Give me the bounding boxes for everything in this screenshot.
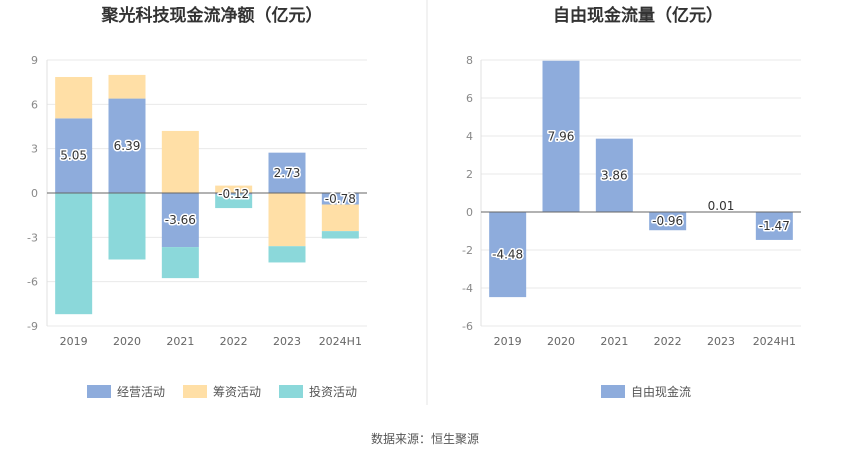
- bar-2019: [489, 212, 527, 298]
- bar-2024H1: [755, 212, 793, 240]
- y-tick-label: -6: [27, 276, 38, 289]
- x-tick-label: 2022: [220, 335, 248, 348]
- data-label: 0.01: [708, 199, 735, 213]
- y-tick-label: 2: [466, 168, 473, 181]
- legend-label: 投资活动: [309, 384, 357, 399]
- x-tick-label: 2020: [547, 335, 575, 348]
- x-tick-label: 2019: [60, 335, 88, 348]
- bar-2-2023: [268, 193, 306, 247]
- legend-label: 经营活动: [117, 385, 165, 399]
- x-tick-label: 2021: [600, 335, 628, 348]
- x-tick-label: 2022: [654, 335, 682, 348]
- y-tick-label: -2: [462, 244, 473, 257]
- bar-2-2020: [108, 74, 146, 99]
- legend-swatch: [601, 385, 625, 398]
- data-label: -4.48: [492, 248, 523, 262]
- data-label: 3.86: [601, 168, 628, 182]
- data-label: -1.47: [759, 219, 790, 233]
- bar-2021: [595, 138, 633, 212]
- y-tick-label: -3: [27, 231, 38, 244]
- source-note: 数据来源：恒生聚源: [371, 431, 479, 446]
- x-tick-label: 2020: [113, 335, 141, 348]
- bar-2-2022: [215, 185, 253, 193]
- y-tick-label: 3: [31, 143, 38, 156]
- x-tick-label: 2024H1: [319, 335, 362, 348]
- bar-3-2024H1: [321, 231, 359, 239]
- bar-1-2021: [161, 193, 199, 248]
- bar-2-2024H1: [321, 204, 359, 232]
- y-tick-label: 4: [466, 130, 473, 143]
- bar-1-2024H1: [321, 193, 359, 205]
- bar-2020: [542, 60, 580, 213]
- y-tick-label: -9: [27, 320, 38, 333]
- bar-1-2020: [108, 98, 146, 193]
- legend-label: 筹资活动: [213, 385, 261, 399]
- x-tick-label: 2019: [494, 335, 522, 348]
- bar-1-2022: [215, 193, 253, 195]
- bar-3-2020: [108, 193, 146, 260]
- data-label: 7.96: [548, 129, 575, 143]
- bar-1-2023: [268, 152, 306, 193]
- data-label: -0.78: [325, 192, 356, 206]
- data-label: 6.39: [114, 139, 141, 153]
- x-tick-label: 2024H1: [753, 335, 796, 348]
- bar-3-2022: [215, 194, 253, 209]
- bar-3-2023: [268, 246, 306, 263]
- data-label: 5.05: [60, 149, 87, 163]
- legend-label: 自由现金流: [631, 384, 691, 399]
- legend-swatch: [183, 385, 207, 398]
- legend: 自由现金流: [601, 384, 691, 399]
- y-tick-label: 6: [31, 98, 38, 111]
- bar-1-2019: [55, 118, 93, 193]
- bar-2-2019: [55, 76, 93, 119]
- legend-swatch: [279, 385, 303, 398]
- chart-panel-1: 聚光科技现金流净额（亿元） 9 6 3 0 -3 -6 -9 5.05 6.39 -3.66 -0.1…: [27, 5, 367, 399]
- y-tick-label: -4: [462, 282, 473, 295]
- data-label: -3.66: [165, 213, 196, 227]
- x-tick-label: 2023: [273, 335, 301, 348]
- y-tick-label: -6: [462, 320, 473, 333]
- y-tick-label: 6: [466, 92, 473, 105]
- y-tick-label: 0: [466, 206, 473, 219]
- data-label: 2.73: [274, 166, 301, 180]
- x-tick-label: 2021: [166, 335, 194, 348]
- data-label: -0.12: [218, 187, 249, 201]
- legend: 经营活动 筹资活动 投资活动: [87, 384, 357, 399]
- bar-3-2021: [161, 247, 199, 279]
- bar-3-2019: [55, 193, 93, 315]
- y-tick-label: 9: [31, 54, 38, 67]
- data-label: -0.96: [652, 214, 683, 228]
- x-tick-label: 2023: [707, 335, 735, 348]
- chart-title: 聚光科技现金流净额（亿元）: [101, 5, 323, 26]
- legend-swatch: [87, 385, 111, 398]
- bar-2022: [649, 212, 687, 231]
- chart-panel-2: 自由现金流量（亿元） 8 6 4 2 0 -2 -4 -6 -4.48 7.96 3.86 -0.96 0…: [462, 5, 801, 399]
- y-tick-label: 0: [31, 187, 38, 200]
- y-tick-label: 8: [466, 54, 473, 67]
- chart-title: 自由现金流量（亿元）: [553, 5, 723, 26]
- bar-2-2021: [161, 130, 199, 193]
